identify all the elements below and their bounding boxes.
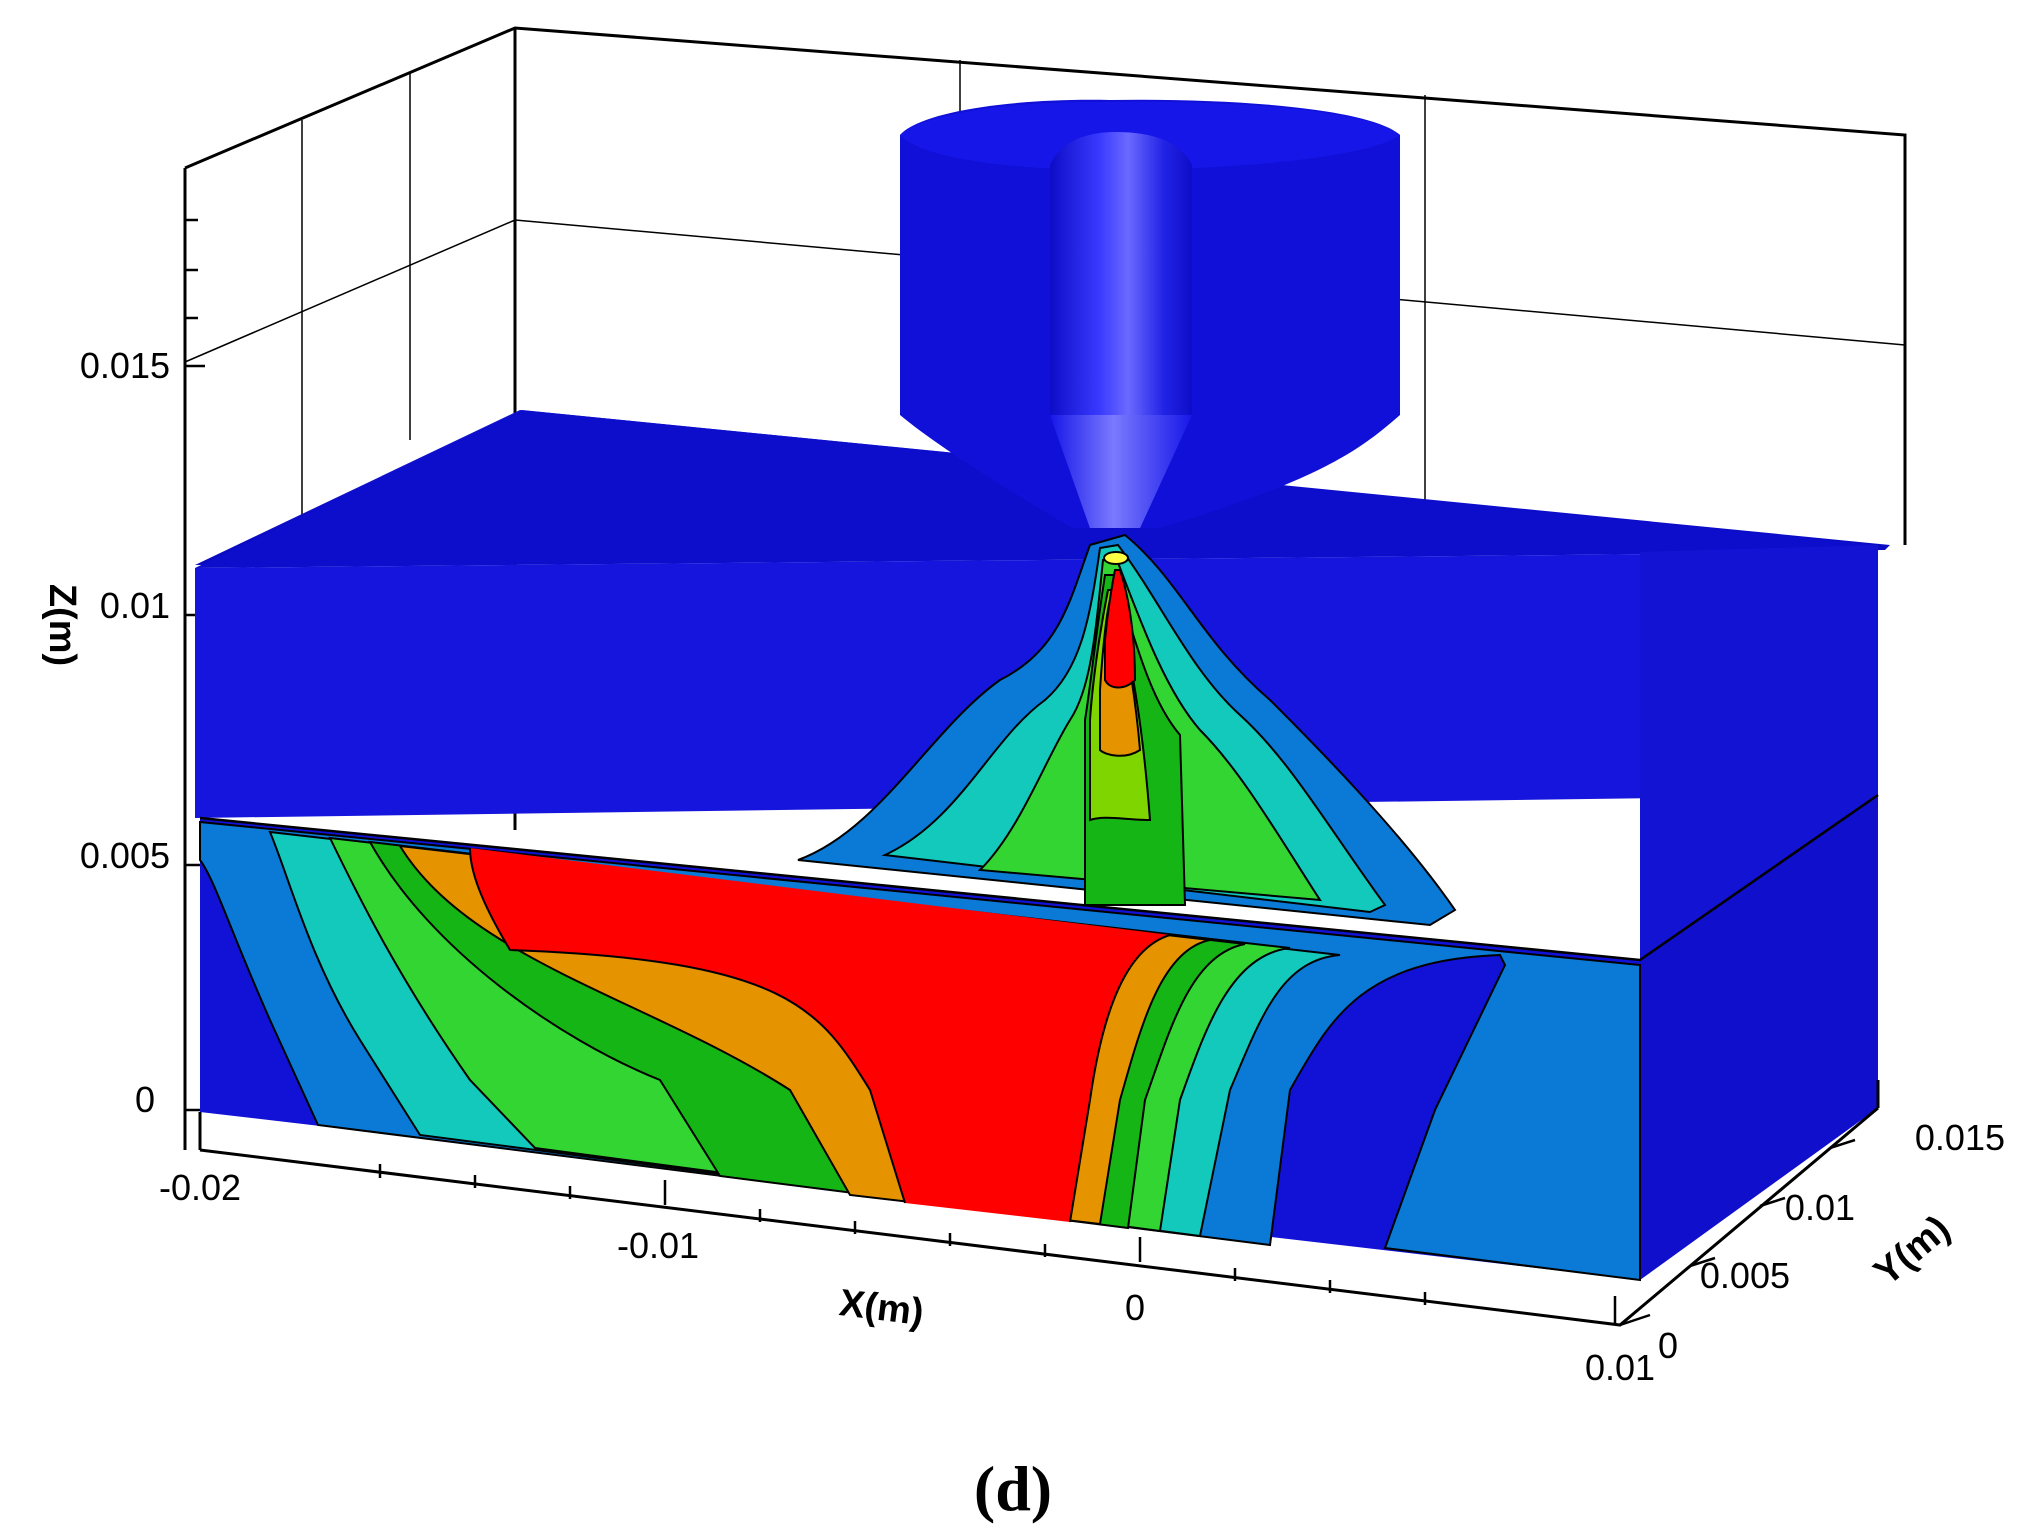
z-tick-3: 0.015: [80, 345, 170, 386]
x-axis-labels: -0.02 -0.01 0 0.01: [159, 1167, 1655, 1388]
z-tick-2: 0.01: [100, 585, 170, 626]
welding-nozzle: [900, 99, 1400, 529]
x-tick-2: 0: [1125, 1287, 1145, 1328]
z-tick-0: 0: [135, 1079, 155, 1120]
lower-plate-right-side: [1640, 795, 1878, 1280]
y-tick-1: 0.005: [1700, 1255, 1790, 1296]
lower-plate-contours: [199, 820, 1641, 1282]
x-axis-title: X(m): [837, 1282, 926, 1334]
y-axis-title: Y(m): [1866, 1208, 1958, 1294]
z-axis-labels: 0 0.005 0.01 0.015: [80, 345, 170, 1120]
z-tick-1: 0.005: [80, 835, 170, 876]
x-tick-1: -0.01: [617, 1225, 699, 1266]
x-axis-ticks: [378, 1164, 1617, 1325]
plate-interface-line: [199, 793, 1879, 962]
y-axis-ticks: [1619, 1138, 1856, 1327]
upper-plate-right-side: [1640, 545, 1878, 960]
y-axis-labels: 0 0.005 0.01 0.015: [1658, 1117, 2005, 1366]
y-tick-3: 0.015: [1915, 1117, 2005, 1158]
x-tick-0: -0.02: [159, 1167, 241, 1208]
y-tick-0: 0: [1658, 1325, 1678, 1366]
z-axis-title: Z(m): [41, 584, 83, 666]
upper-plate-contours: [797, 533, 1457, 927]
x-tick-3: 0.01: [1585, 1347, 1655, 1388]
figure-caption: (d): [974, 1453, 1052, 1524]
y-tick-2: 0.01: [1785, 1187, 1855, 1228]
